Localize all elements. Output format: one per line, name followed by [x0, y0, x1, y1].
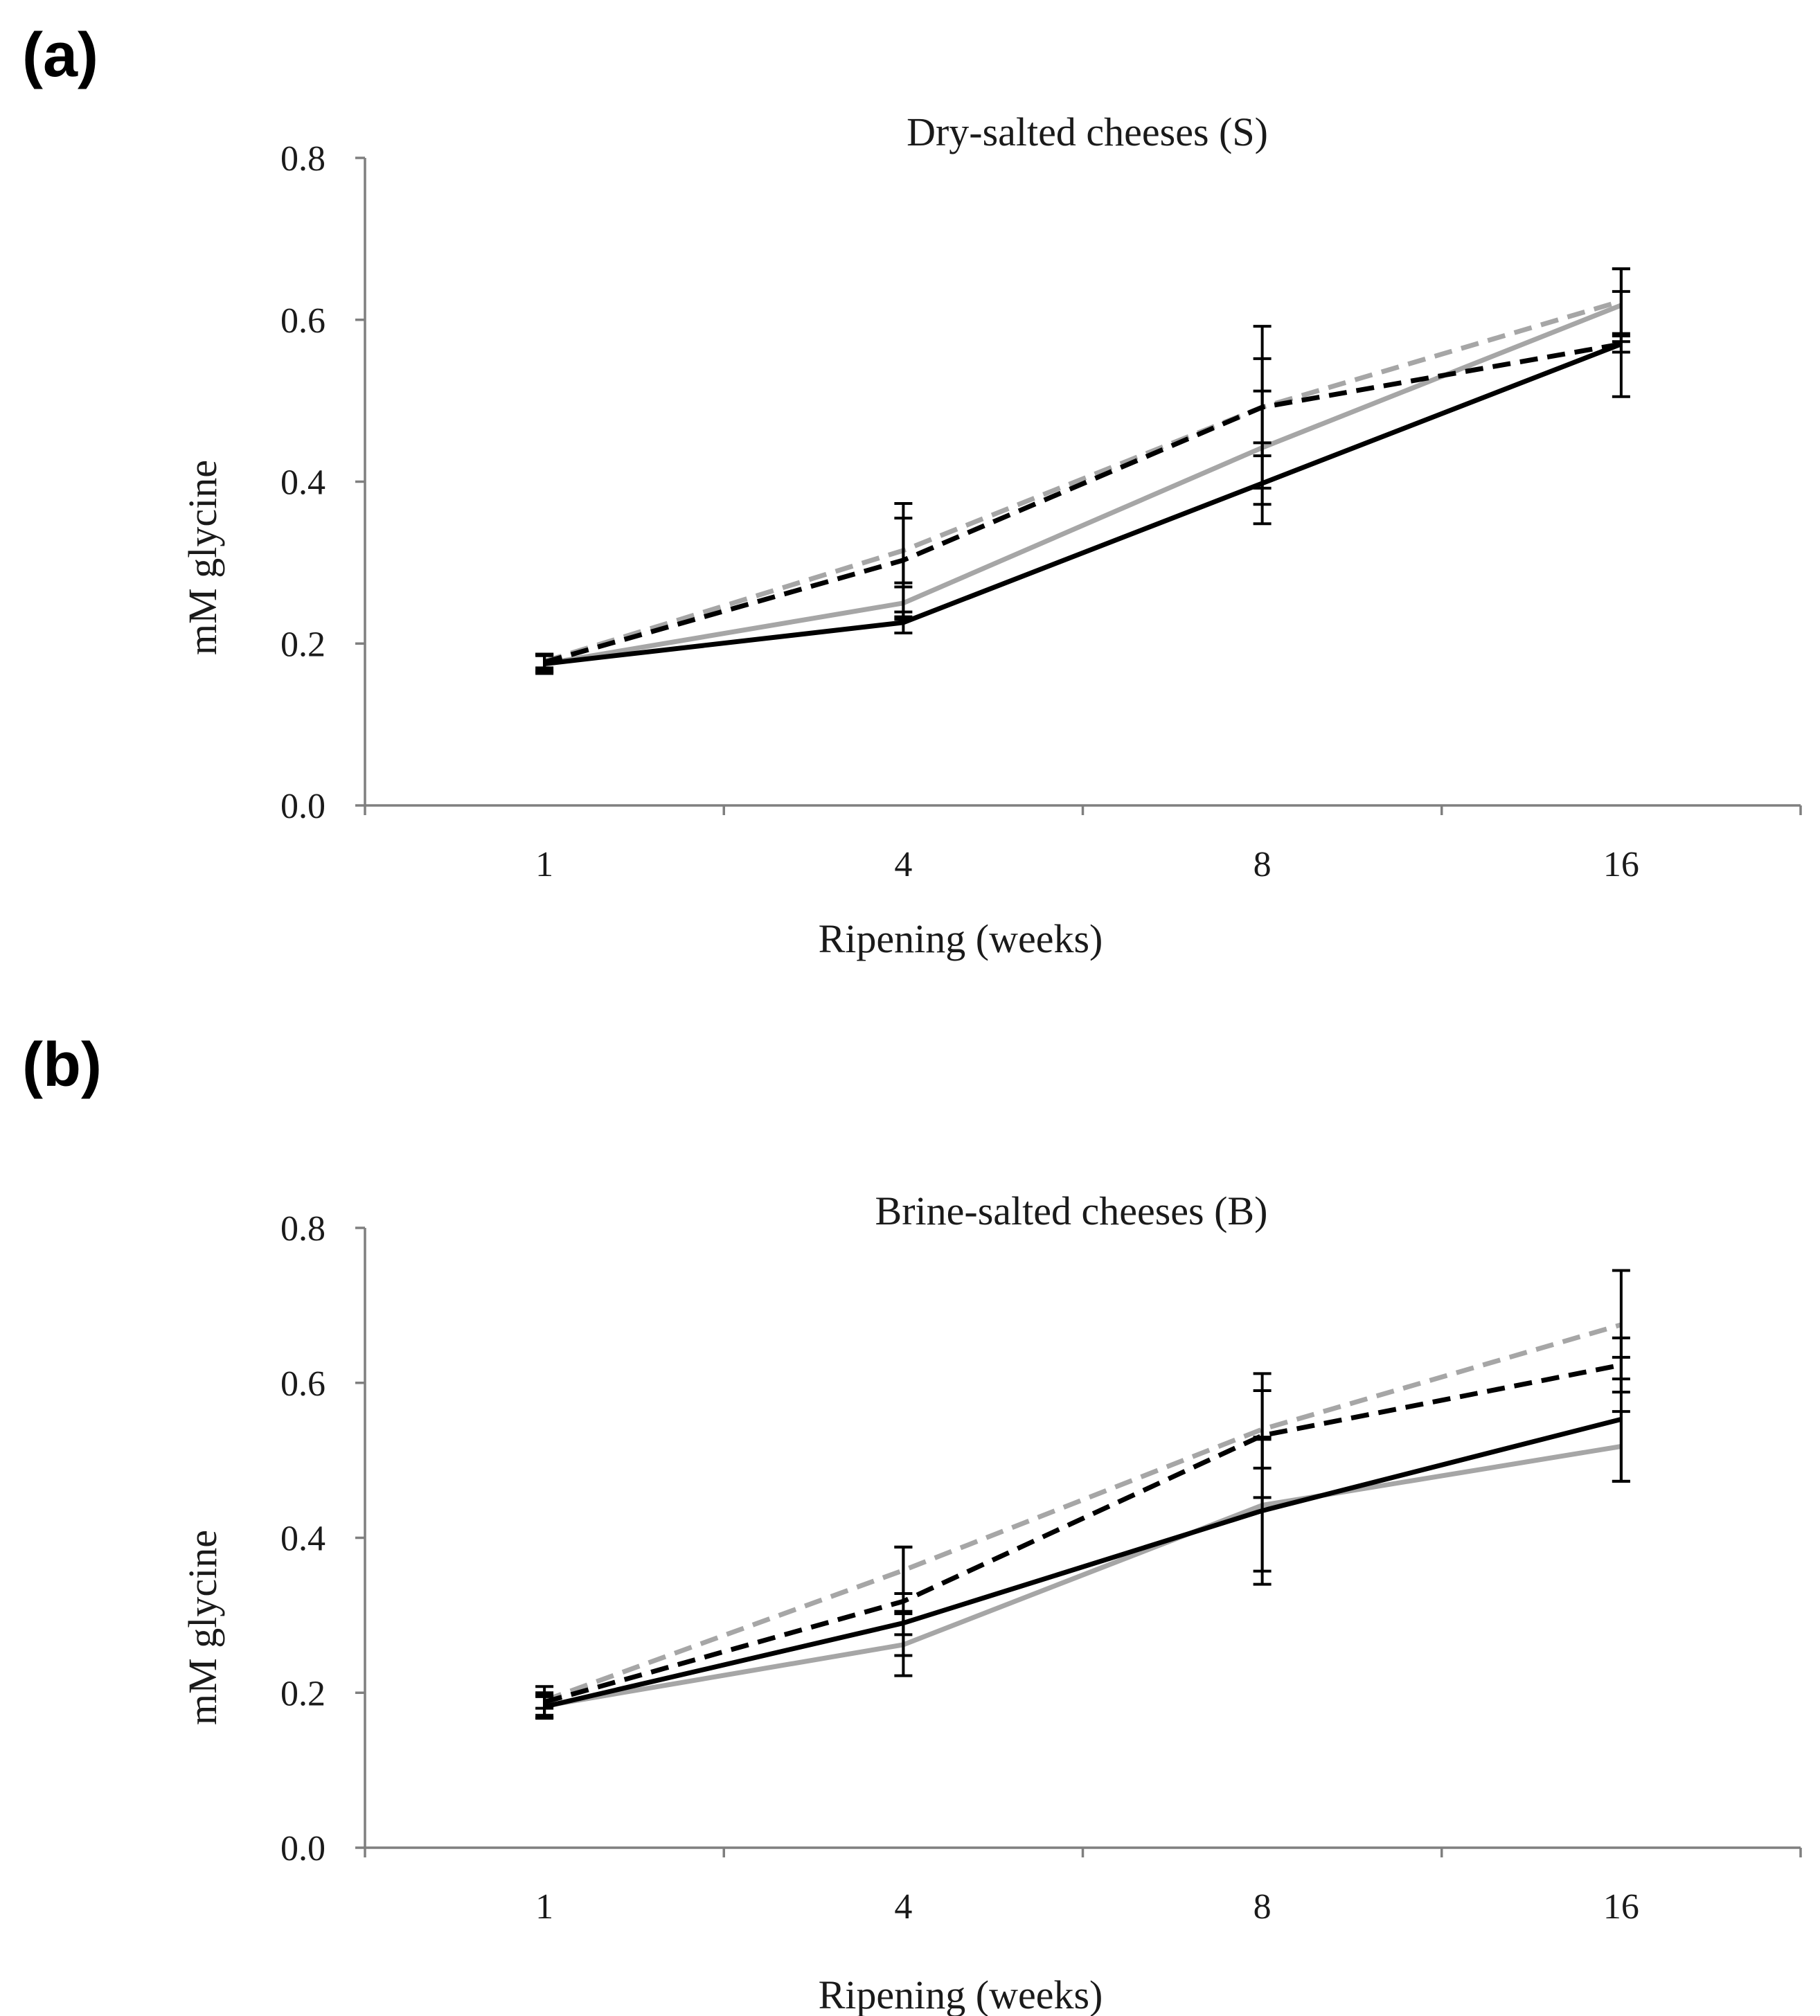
series-solid-grey — [544, 1444, 1622, 1709]
error-bars-dashed-grey — [535, 1269, 1630, 1710]
y-tick-label: 0.8 — [280, 1209, 325, 1249]
series-line-dashed-black — [544, 1362, 1622, 1705]
y-tick-label: 0.4 — [280, 1519, 325, 1559]
panel-b-title: Brine-salted cheeses (B) — [875, 1188, 1268, 1233]
series-dashed-black — [544, 341, 1622, 665]
series-line-dashed-grey — [543, 1322, 1622, 1703]
y-tick-label: 0.4 — [280, 463, 325, 503]
x-tick-label: 4 — [894, 1887, 912, 1927]
series-line-solid-black — [544, 1416, 1622, 1709]
series-line-solid-black — [544, 341, 1623, 666]
y-tick-label: 0.2 — [280, 1674, 325, 1713]
x-tick-label: 8 — [1254, 1887, 1272, 1927]
x-tick-label: 1 — [535, 1887, 553, 1927]
series-solid-black — [544, 341, 1623, 666]
panel-b-plot-area — [535, 1269, 1630, 1720]
panel-b-x-axis-label: Ripening (weeks) — [819, 1972, 1103, 2016]
series-line-dashed-black — [544, 341, 1622, 665]
error-bars-dashed-black — [535, 325, 1630, 672]
panel-a: (a) Dry-salted cheeses (S) Ripening (wee… — [22, 21, 1802, 961]
x-tick-label: 4 — [894, 845, 912, 884]
x-tick-label: 16 — [1603, 845, 1639, 884]
panel-a-y-axis-label: mM glycine — [180, 460, 225, 655]
y-tick-label: 0.8 — [280, 139, 325, 179]
error-bars-solid-grey — [535, 267, 1630, 674]
series-dashed-grey — [544, 298, 1622, 664]
y-tick-label: 0.0 — [280, 787, 325, 826]
x-tick-label: 1 — [535, 845, 553, 884]
series-dashed-grey — [543, 1322, 1622, 1703]
series-solid-black — [544, 1416, 1622, 1709]
error-bars-solid-black — [535, 1355, 1630, 1720]
panel-b-label: (b) — [22, 1031, 102, 1100]
x-tick-label: 8 — [1254, 845, 1272, 884]
panel-a-label: (a) — [22, 21, 98, 90]
y-tick-label: 0.6 — [280, 301, 325, 341]
panel-a-title: Dry-salted cheeses (S) — [907, 109, 1268, 154]
panel-b: (b) Brine-salted cheeses (B) Ripening (w… — [22, 1031, 1802, 2016]
series-line-dashed-grey — [544, 298, 1622, 664]
x-tick-label: 16 — [1603, 1887, 1639, 1927]
y-tick-label: 0.2 — [280, 625, 325, 664]
panel-a-ticks: 0.0 0.2 0.4 0.6 0.8 1 4 8 16 — [280, 139, 1802, 884]
panel-b-ticks: 0.0 0.2 0.4 0.6 0.8 1 4 8 16 — [280, 1209, 1802, 1927]
series-dashed-black — [544, 1362, 1622, 1705]
panel-a-x-axis-label: Ripening (weeks) — [819, 916, 1103, 961]
y-tick-label: 0.6 — [280, 1364, 325, 1404]
panel-a-plot-area — [535, 267, 1630, 675]
panel-b-y-axis-label: mM glycine — [180, 1530, 225, 1725]
y-tick-label: 0.0 — [280, 1829, 325, 1868]
error-bars-dashed-grey — [535, 267, 1630, 670]
series-line-solid-grey — [544, 1444, 1622, 1709]
